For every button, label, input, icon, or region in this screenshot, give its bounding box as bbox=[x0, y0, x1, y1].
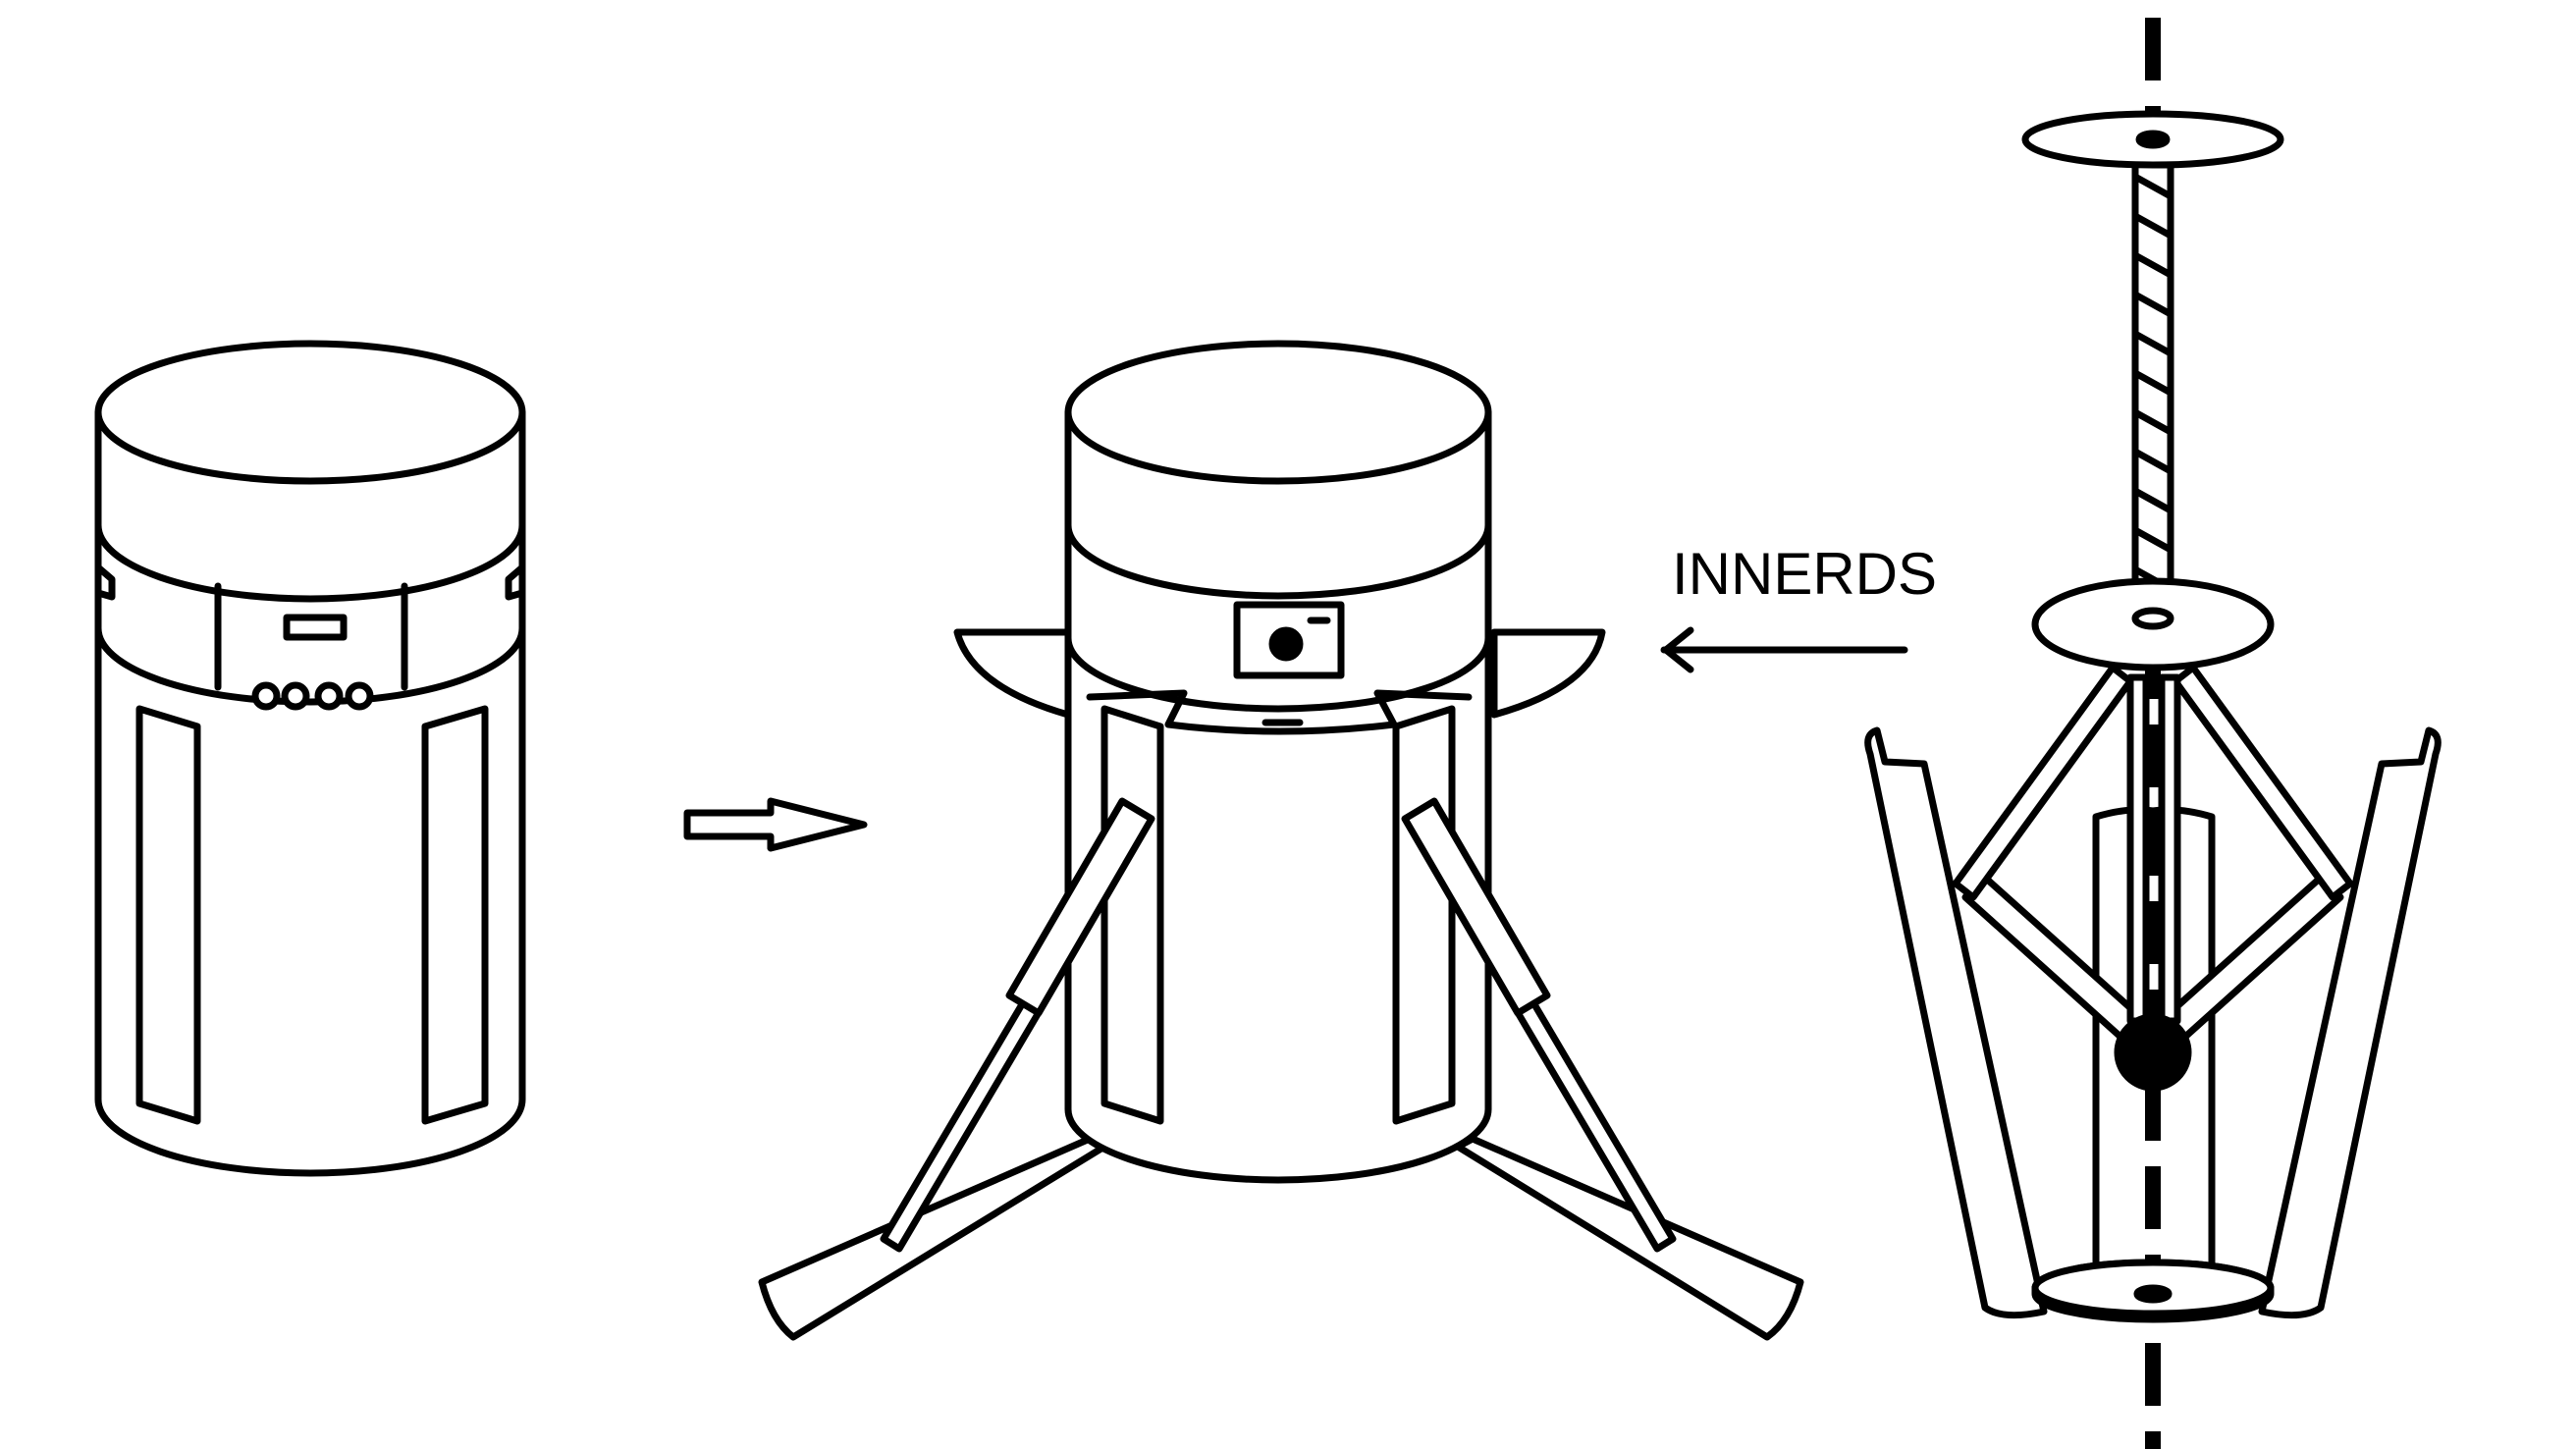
screw-nut bbox=[2131, 607, 2174, 630]
deployed-top-cap bbox=[1064, 340, 1492, 485]
deployed-body bbox=[1064, 408, 1492, 1184]
outer-leg-right bbox=[2258, 726, 2442, 1319]
side-latch-right bbox=[505, 564, 526, 601]
camera-icon bbox=[1233, 601, 1345, 679]
upper-strut-right bbox=[2172, 664, 2354, 901]
strut-outer-tube bbox=[1401, 797, 1551, 1017]
outer-leg-left bbox=[1864, 726, 2048, 1319]
cap-band-line bbox=[1064, 521, 1492, 600]
ball-joint bbox=[2114, 1013, 2192, 1092]
upper-strut-left bbox=[1952, 664, 2134, 901]
collar bbox=[1086, 689, 1473, 735]
cap-band-line bbox=[94, 521, 526, 603]
innerds-label: INNERDS bbox=[1672, 541, 1937, 607]
strut-right bbox=[1401, 797, 1677, 1253]
indicator-circle bbox=[281, 681, 310, 711]
deployed-unit-with-legs bbox=[758, 340, 1804, 1341]
leg-groove-left bbox=[135, 705, 201, 1125]
lower-band-line bbox=[94, 624, 526, 706]
side-latch-left bbox=[94, 564, 116, 601]
lead-screw bbox=[2131, 143, 2174, 622]
wing-left bbox=[953, 628, 1072, 719]
closed-cylinder-unit bbox=[94, 340, 526, 1177]
wing-right bbox=[1490, 628, 1606, 719]
cylinder-top-cap bbox=[94, 340, 526, 485]
strut-left bbox=[880, 797, 1155, 1253]
bottom-disc-hole bbox=[2133, 1284, 2173, 1304]
indicator-circle bbox=[251, 681, 281, 711]
leg-groove-right bbox=[1392, 705, 1456, 1125]
innerds-mechanism bbox=[1864, 18, 2442, 1449]
upper-strut-inner bbox=[2158, 673, 2181, 1025]
strut-outer-tube bbox=[1005, 797, 1155, 1017]
small-slot bbox=[283, 614, 348, 641]
leg-groove-right bbox=[421, 705, 489, 1125]
foot-right bbox=[1454, 1135, 1804, 1341]
shoulder-band-line bbox=[1064, 634, 1492, 713]
leg-groove-left bbox=[1100, 705, 1164, 1125]
foot-left bbox=[758, 1135, 1108, 1341]
indicator-circle bbox=[345, 681, 374, 711]
top-disc-hole bbox=[2135, 130, 2171, 149]
upper-strut-inner bbox=[2126, 673, 2150, 1025]
cylinder-body bbox=[94, 408, 526, 1177]
innerds-arrow bbox=[1660, 626, 1908, 673]
indicator-circle bbox=[314, 681, 344, 711]
indicator-circles bbox=[251, 681, 374, 711]
transform-arrow bbox=[683, 797, 868, 852]
inner-tube bbox=[2092, 806, 2216, 1280]
